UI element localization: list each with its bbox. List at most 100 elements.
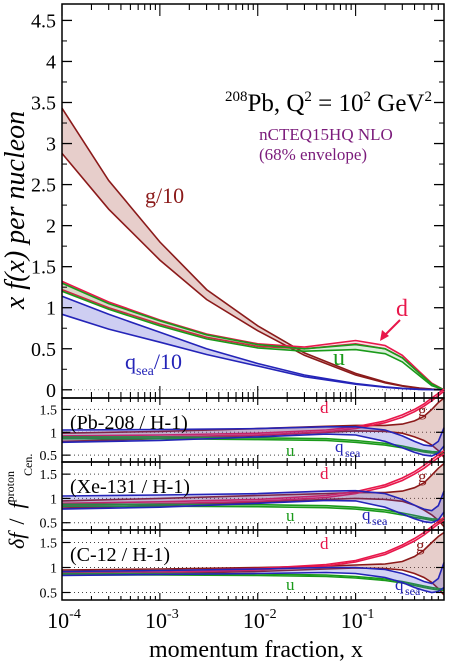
main-y-tick-label: 1	[46, 298, 56, 320]
ratio-y-tick-label: 1	[50, 562, 57, 577]
ratio1-qsea-lower-line	[61, 499, 445, 524]
main-plot-area: 0 0.5 1 1.5 2 2.5 3 3.5 4 4.5	[31, 3, 445, 402]
ratio-y-tick-label: 1.5	[40, 468, 58, 483]
ratio1-g-upper-line	[61, 462, 445, 502]
ratio1-qsea-upper-line	[61, 489, 445, 512]
main-u-band-group	[61, 282, 445, 391]
main-y-axis-label: x f(x) per nucleon	[0, 111, 31, 310]
ratio-panel-3: 0.511.5 (C-12 / H-1)d gu q sea	[40, 516, 445, 602]
main-g10-lower-line	[61, 152, 445, 391]
ratio-panel-label: (C-12 / H-1)	[70, 544, 170, 566]
ratio-d-label: d	[320, 464, 329, 483]
ratio0-d-upper-line	[61, 388, 445, 437]
main-d-upper-line	[61, 280, 445, 391]
main-y-tick-label: 4.5	[31, 10, 56, 32]
ratio-y-tick-label: 1.5	[40, 403, 58, 418]
ratio0-d-band-group	[61, 388, 445, 439]
ratio-ylabel-f: f	[4, 500, 29, 509]
ratio-panel-label: (Xe-131 / H-1)	[70, 476, 190, 498]
ratio1-d-upper-line	[61, 450, 445, 505]
gluon-label: g/10	[145, 183, 184, 208]
x-tick-label: 10-1	[341, 607, 375, 633]
title-q-exponent: 2	[304, 89, 312, 105]
ratio-qsea-label: q	[335, 437, 344, 456]
ratio-panel-1: 0.5 1 1.5 (Pb-208 / H-1) d g u q sea	[40, 388, 445, 464]
ratio1-u-lower-line	[62, 505, 445, 523]
ratio2-u-lower-line	[62, 574, 445, 592]
ratio-u-label: u	[286, 441, 295, 460]
main-y-tick-label: 3	[46, 134, 56, 156]
ratio-d-label: d	[320, 398, 329, 417]
ratio-ylabel-proton: proton	[3, 471, 17, 502]
title-ten-exponent: 2	[364, 89, 372, 105]
x-axis: 10-4 10-3 10-2 10-1	[47, 4, 445, 633]
x-axis-label: momentum fraction, x	[149, 637, 363, 663]
chart-subtitle-model: nCTEQ15HQ NLO	[259, 125, 393, 144]
ratio-panel-label: (Pb-208 / H-1)	[70, 412, 188, 434]
ratio0-d-lower-line	[61, 390, 445, 439]
ratio-y-tick-label: 0.5	[40, 517, 58, 532]
ratio-y-tick-label: 0.5	[40, 449, 58, 464]
ratio2-qsea-band-group	[61, 562, 445, 594]
ratio-panels: 0.511.5(Pb-208 / H-1)d gu q sea0.511.5(Xe-1…	[40, 388, 445, 602]
ratio0-qsea-upper-line	[61, 426, 445, 447]
ratio1-g-lower-line	[61, 497, 445, 528]
ratio-g-label: g	[418, 467, 427, 486]
main-d-lower-line	[61, 288, 445, 391]
ratio-qsea-label: q	[395, 575, 404, 594]
ratio-ylabel-sep: /	[4, 518, 29, 525]
ratio2-qsea-band	[62, 562, 444, 593]
ratio-u-label: u	[286, 506, 295, 525]
ratio-ylabel-cen: Cen.	[21, 454, 35, 476]
main-u-lower-line	[61, 290, 445, 391]
ratio-y-tick-label: 1	[50, 492, 57, 507]
ratio-g-label: g	[416, 536, 425, 555]
qsea-label-sub: sea	[136, 364, 155, 379]
ratio1-g-band	[62, 463, 444, 527]
chart-subtitle-envelope: (68% envelope)	[259, 145, 367, 164]
ratio-qsea-label: q	[362, 505, 371, 524]
ratio-g-label: g	[418, 401, 427, 420]
qsea-label-q: q	[125, 349, 136, 374]
main-y-tick-label: 1.5	[31, 257, 56, 279]
ratio-y-tick-label: 1	[50, 426, 57, 441]
title-mass-number: 208	[225, 89, 248, 105]
main-u-upper-line	[61, 282, 445, 391]
ratio-ylabel-delta-f: δf	[4, 530, 29, 549]
ratio-u-label: u	[286, 575, 295, 594]
main-y-tick-label: 0.5	[31, 339, 56, 361]
ratio-y-axis-label: δf / fproton Cen.	[3, 454, 35, 549]
d-quark-label: d	[396, 296, 408, 322]
x-tick-label: 10-3	[145, 607, 179, 633]
ratio-qsea-sub-label: sea	[372, 514, 388, 528]
main-title: 208Pb, Q2 = 102 GeV2	[225, 89, 432, 117]
x-tick-label: 10-4	[47, 607, 81, 633]
x-tick-label: 10-2	[243, 607, 277, 633]
ratio0-qsea-lower-line	[61, 433, 445, 457]
main-qsea10-lower-line	[61, 313, 445, 391]
ratio0-qsea-band-group	[61, 426, 445, 457]
d-quark-pointer-head	[380, 330, 389, 341]
main-qsea10-band-group	[61, 295, 445, 391]
ratio-qsea-sub-label: sea	[405, 584, 421, 598]
ratio1-g-band-group	[61, 462, 445, 528]
ratio2-qsea-lower-line	[61, 571, 445, 594]
u-quark-label: u	[333, 345, 345, 371]
main-y-tick-label: 2.5	[31, 175, 56, 197]
qsea-label-ratio: /10	[154, 349, 182, 374]
ratio2-qsea-upper-line	[61, 562, 445, 585]
ratio2-d-lower-line	[61, 519, 445, 575]
main-y-tick-label: 4	[46, 51, 56, 73]
ratio1-qsea-band-group	[61, 489, 445, 524]
main-y-tick-label: 2	[46, 216, 56, 238]
svg-text:δf/fproton: δf / fproton	[3, 471, 29, 549]
main-g10-band-group	[61, 107, 445, 391]
ratio-y-tick-label: 0.5	[40, 587, 58, 602]
ratio-y-tick-label: 1.5	[40, 537, 58, 552]
title-equals-ten: = 10	[312, 90, 364, 117]
ratio-panel-2: 0.5 1 1.5 (Xe-131 / H-1) d g u q sea	[40, 450, 445, 532]
ratio1-qsea-band	[62, 490, 444, 523]
ratio-qsea-sub-label: sea	[345, 446, 361, 460]
